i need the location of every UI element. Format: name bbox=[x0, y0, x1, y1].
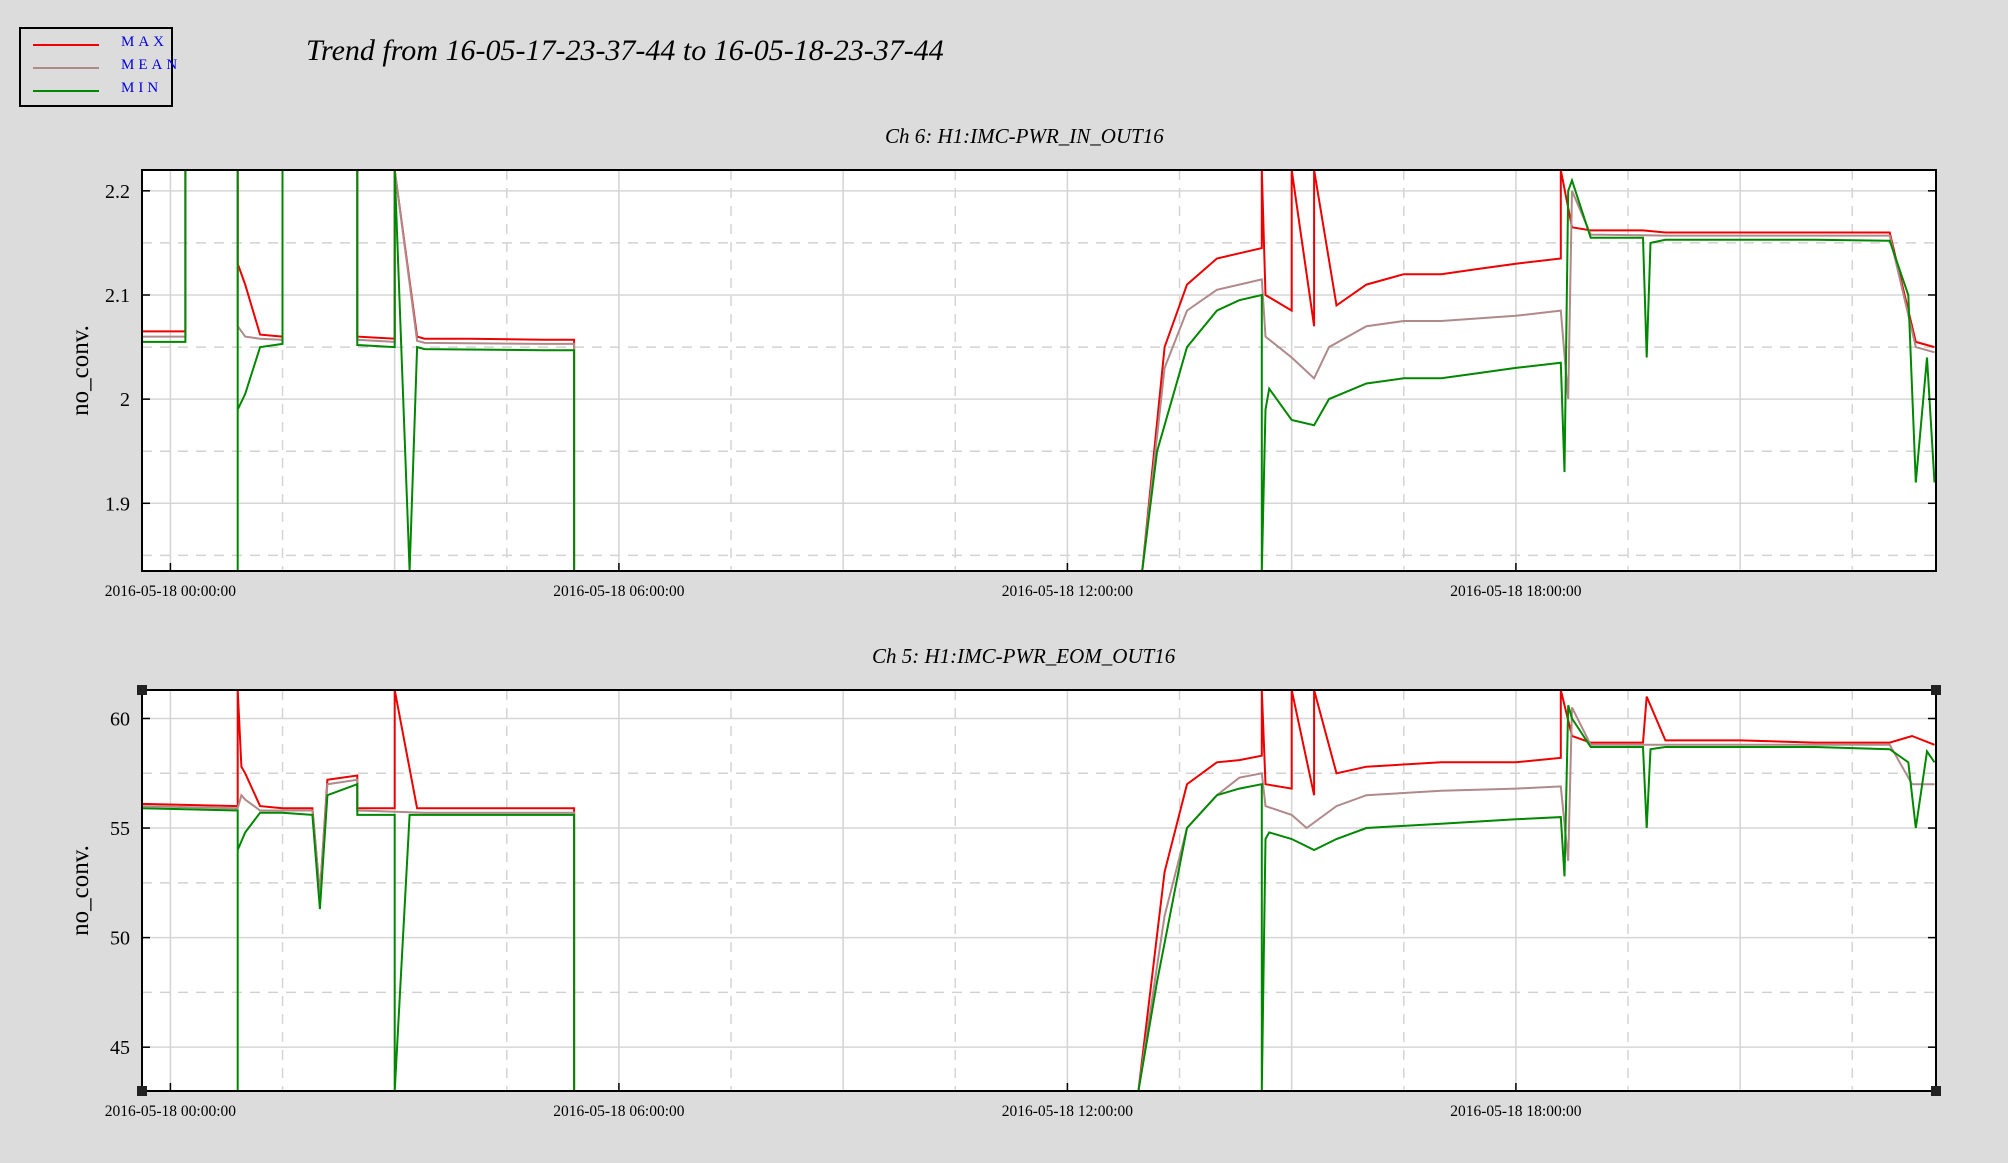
y-tick-label: 50 bbox=[110, 928, 130, 950]
legend-label-min: MIN bbox=[121, 80, 163, 96]
legend: MAX MEAN MIN bbox=[19, 27, 177, 107]
x-tick-label: 2016-05-18 06:00:00 bbox=[553, 1103, 685, 1120]
y-axis-label: no_conv. bbox=[67, 845, 94, 936]
plot-frame bbox=[141, 169, 1937, 572]
x-tick-label: 2016-05-18 00:00:00 bbox=[105, 583, 237, 600]
y-tick-label: 45 bbox=[110, 1037, 130, 1059]
legend-item-mean: MEAN bbox=[21, 57, 177, 79]
series-line-mean bbox=[142, 170, 1935, 571]
x-tick-label: 2016-05-18 06:00:00 bbox=[553, 583, 685, 600]
resize-handle[interactable] bbox=[1931, 1086, 1941, 1096]
series-line-min bbox=[142, 705, 1936, 1091]
legend-swatch-mean bbox=[33, 67, 99, 69]
series-group bbox=[142, 170, 1936, 571]
x-tick-label: 2016-05-18 12:00:00 bbox=[1002, 1103, 1134, 1120]
resize-handle[interactable] bbox=[137, 1086, 147, 1096]
legend-item-max: MAX bbox=[21, 34, 171, 56]
x-tick-label: 2016-05-18 00:00:00 bbox=[105, 1103, 237, 1120]
x-tick-label: 2016-05-18 18:00:00 bbox=[1450, 583, 1582, 600]
y-tick-label: 2.1 bbox=[105, 285, 130, 307]
chart-title-ch6: Ch 6: H1:IMC-PWR_IN_OUT16 bbox=[885, 124, 1164, 148]
x-tick-label: 2016-05-18 18:00:00 bbox=[1450, 1103, 1582, 1120]
y-axis-label: no_conv. bbox=[67, 325, 94, 416]
series-line-min bbox=[142, 170, 1936, 571]
legend-swatch-max bbox=[33, 44, 99, 46]
legend-label-mean: MEAN bbox=[121, 57, 182, 73]
chart-title-ch5: Ch 5: H1:IMC-PWR_EOM_OUT16 bbox=[872, 644, 1176, 668]
plot-frame bbox=[141, 689, 1937, 1092]
resize-handle[interactable] bbox=[137, 685, 147, 695]
y-tick-label: 55 bbox=[110, 818, 130, 840]
chart-ch6: 1.9 2 2.1 2.2 2016-05-18 00:00:00 2016-05-18 … bbox=[67, 169, 1937, 600]
y-tick-label: 60 bbox=[110, 708, 130, 730]
plot-area bbox=[142, 690, 1936, 1091]
legend-label-max: MAX bbox=[121, 34, 169, 50]
y-tick-label: 1.9 bbox=[105, 493, 130, 515]
chart-ch5[interactable]: 45 50 55 60 2016-05-18 00:00:00 2016-05-18 06… bbox=[0, 670, 2008, 1130]
resize-handle[interactable] bbox=[1931, 685, 1941, 695]
legend-item-min: MIN bbox=[21, 80, 171, 102]
x-tick-label: 2016-05-18 12:00:00 bbox=[1002, 583, 1134, 600]
series-group bbox=[142, 690, 1936, 1091]
y-tick-label: 2.2 bbox=[105, 181, 130, 203]
series-line-max bbox=[142, 170, 1935, 571]
legend-swatch-min bbox=[33, 90, 99, 92]
figure-title: Trend from 16-05-17-23-37-44 to 16-05-18… bbox=[306, 34, 944, 67]
series-line-mean bbox=[142, 707, 1935, 1091]
y-tick-label: 2 bbox=[120, 389, 130, 411]
